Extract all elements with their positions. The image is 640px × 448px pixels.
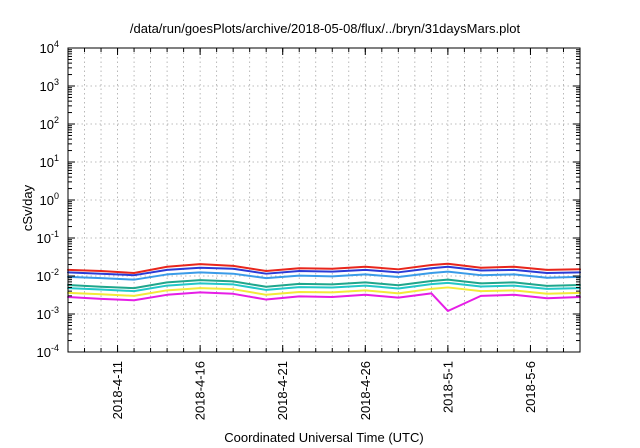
- x-tick-label: 2018-4-16: [193, 361, 208, 420]
- x-tick-label: 2018-4-11: [110, 361, 125, 419]
- series-line-2: [67, 265, 581, 277]
- series-line-3: [67, 270, 581, 281]
- data-series: [67, 262, 581, 312]
- y-tick-label-exponent: -3: [51, 305, 59, 315]
- y-tick-label: 10-3: [37, 305, 59, 322]
- series-line-4: [67, 278, 581, 290]
- y-tick-label-exponent: 0: [54, 191, 59, 201]
- x-axis-ticks: 2018-4-11 2018-4-16 2018-4-21 2018-4-26 2018…: [84, 48, 564, 420]
- y-tick-label: 101: [40, 153, 59, 170]
- series-line-5: [67, 281, 581, 293]
- y-tick-label: 103: [40, 77, 59, 94]
- y-tick-label: 104: [40, 39, 59, 56]
- y-tick-label: 10-1: [37, 229, 59, 246]
- x-tick-label: 2018-5-6: [523, 361, 538, 413]
- y-tick-label-exponent: 2: [54, 115, 59, 125]
- y-tick-label-exponent: -4: [51, 343, 59, 353]
- series-line-6: [67, 286, 581, 297]
- y-tick-label: 102: [40, 115, 59, 132]
- y-tick-label-exponent: 1: [54, 153, 59, 163]
- chart-title: /data/run/goesPlots/archive/2018-05-08/f…: [130, 21, 521, 36]
- y-tick-label: 10-4: [37, 343, 59, 360]
- x-tick-label: 2018-4-21: [275, 361, 290, 420]
- y-axis-label: cSv/day: [20, 184, 35, 231]
- y-tick-label-base: 10: [40, 155, 54, 170]
- x-axis-label: Coordinated Universal Time (UTC): [224, 430, 423, 445]
- y-tick-label: 100: [40, 191, 59, 208]
- y-tick-label-base: 10: [40, 117, 54, 132]
- x-tick-label: 2018-5-1: [440, 361, 455, 413]
- y-tick-label-base: 10: [37, 345, 51, 360]
- y-tick-label-base: 10: [37, 307, 51, 322]
- grid-lines: [68, 48, 580, 352]
- y-tick-label: 10-2: [37, 267, 59, 284]
- y-tick-label-exponent: 4: [54, 39, 59, 49]
- y-tick-label-base: 10: [40, 79, 54, 94]
- y-tick-label-base: 10: [37, 231, 51, 246]
- series-line-1: [67, 262, 581, 274]
- y-tick-label-base: 10: [40, 41, 54, 56]
- x-tick-label: 2018-4-26: [358, 361, 373, 420]
- y-tick-label-exponent: 3: [54, 77, 59, 87]
- y-tick-label-exponent: -2: [51, 267, 59, 277]
- y-tick-label-base: 10: [40, 193, 54, 208]
- series-line-7: [67, 291, 581, 312]
- y-tick-label-exponent: -1: [51, 229, 59, 239]
- y-tick-label-base: 10: [37, 269, 51, 284]
